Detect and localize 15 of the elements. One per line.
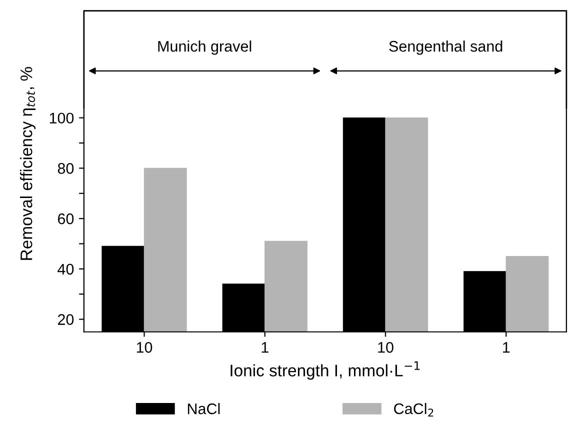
y-tick-label: 100 (50, 112, 74, 124)
x-tick-label: 10 (378, 342, 394, 353)
y-tick-label: 60 (58, 213, 74, 224)
x-tick-label: 1 (503, 342, 510, 353)
legend-label: CaCl$_{2}$ (394, 402, 434, 417)
x-tick-label: 1 (262, 342, 268, 353)
y-tick-label: 80 (58, 163, 74, 174)
y-axis-title: Removal efficiency η$_{tot}$, % (20, 67, 36, 260)
x-tick-label: 10 (136, 342, 152, 353)
y-tick-label: 20 (58, 314, 74, 325)
legend-label: NaCl (188, 403, 220, 414)
text: Sengenthal sand (389, 40, 502, 55)
text: Munich gravel (158, 40, 252, 55)
x-axis-title: Ionic strength I, mmol·L$^{−1}$ (230, 361, 420, 380)
y-tick-label: 40 (58, 264, 74, 275)
